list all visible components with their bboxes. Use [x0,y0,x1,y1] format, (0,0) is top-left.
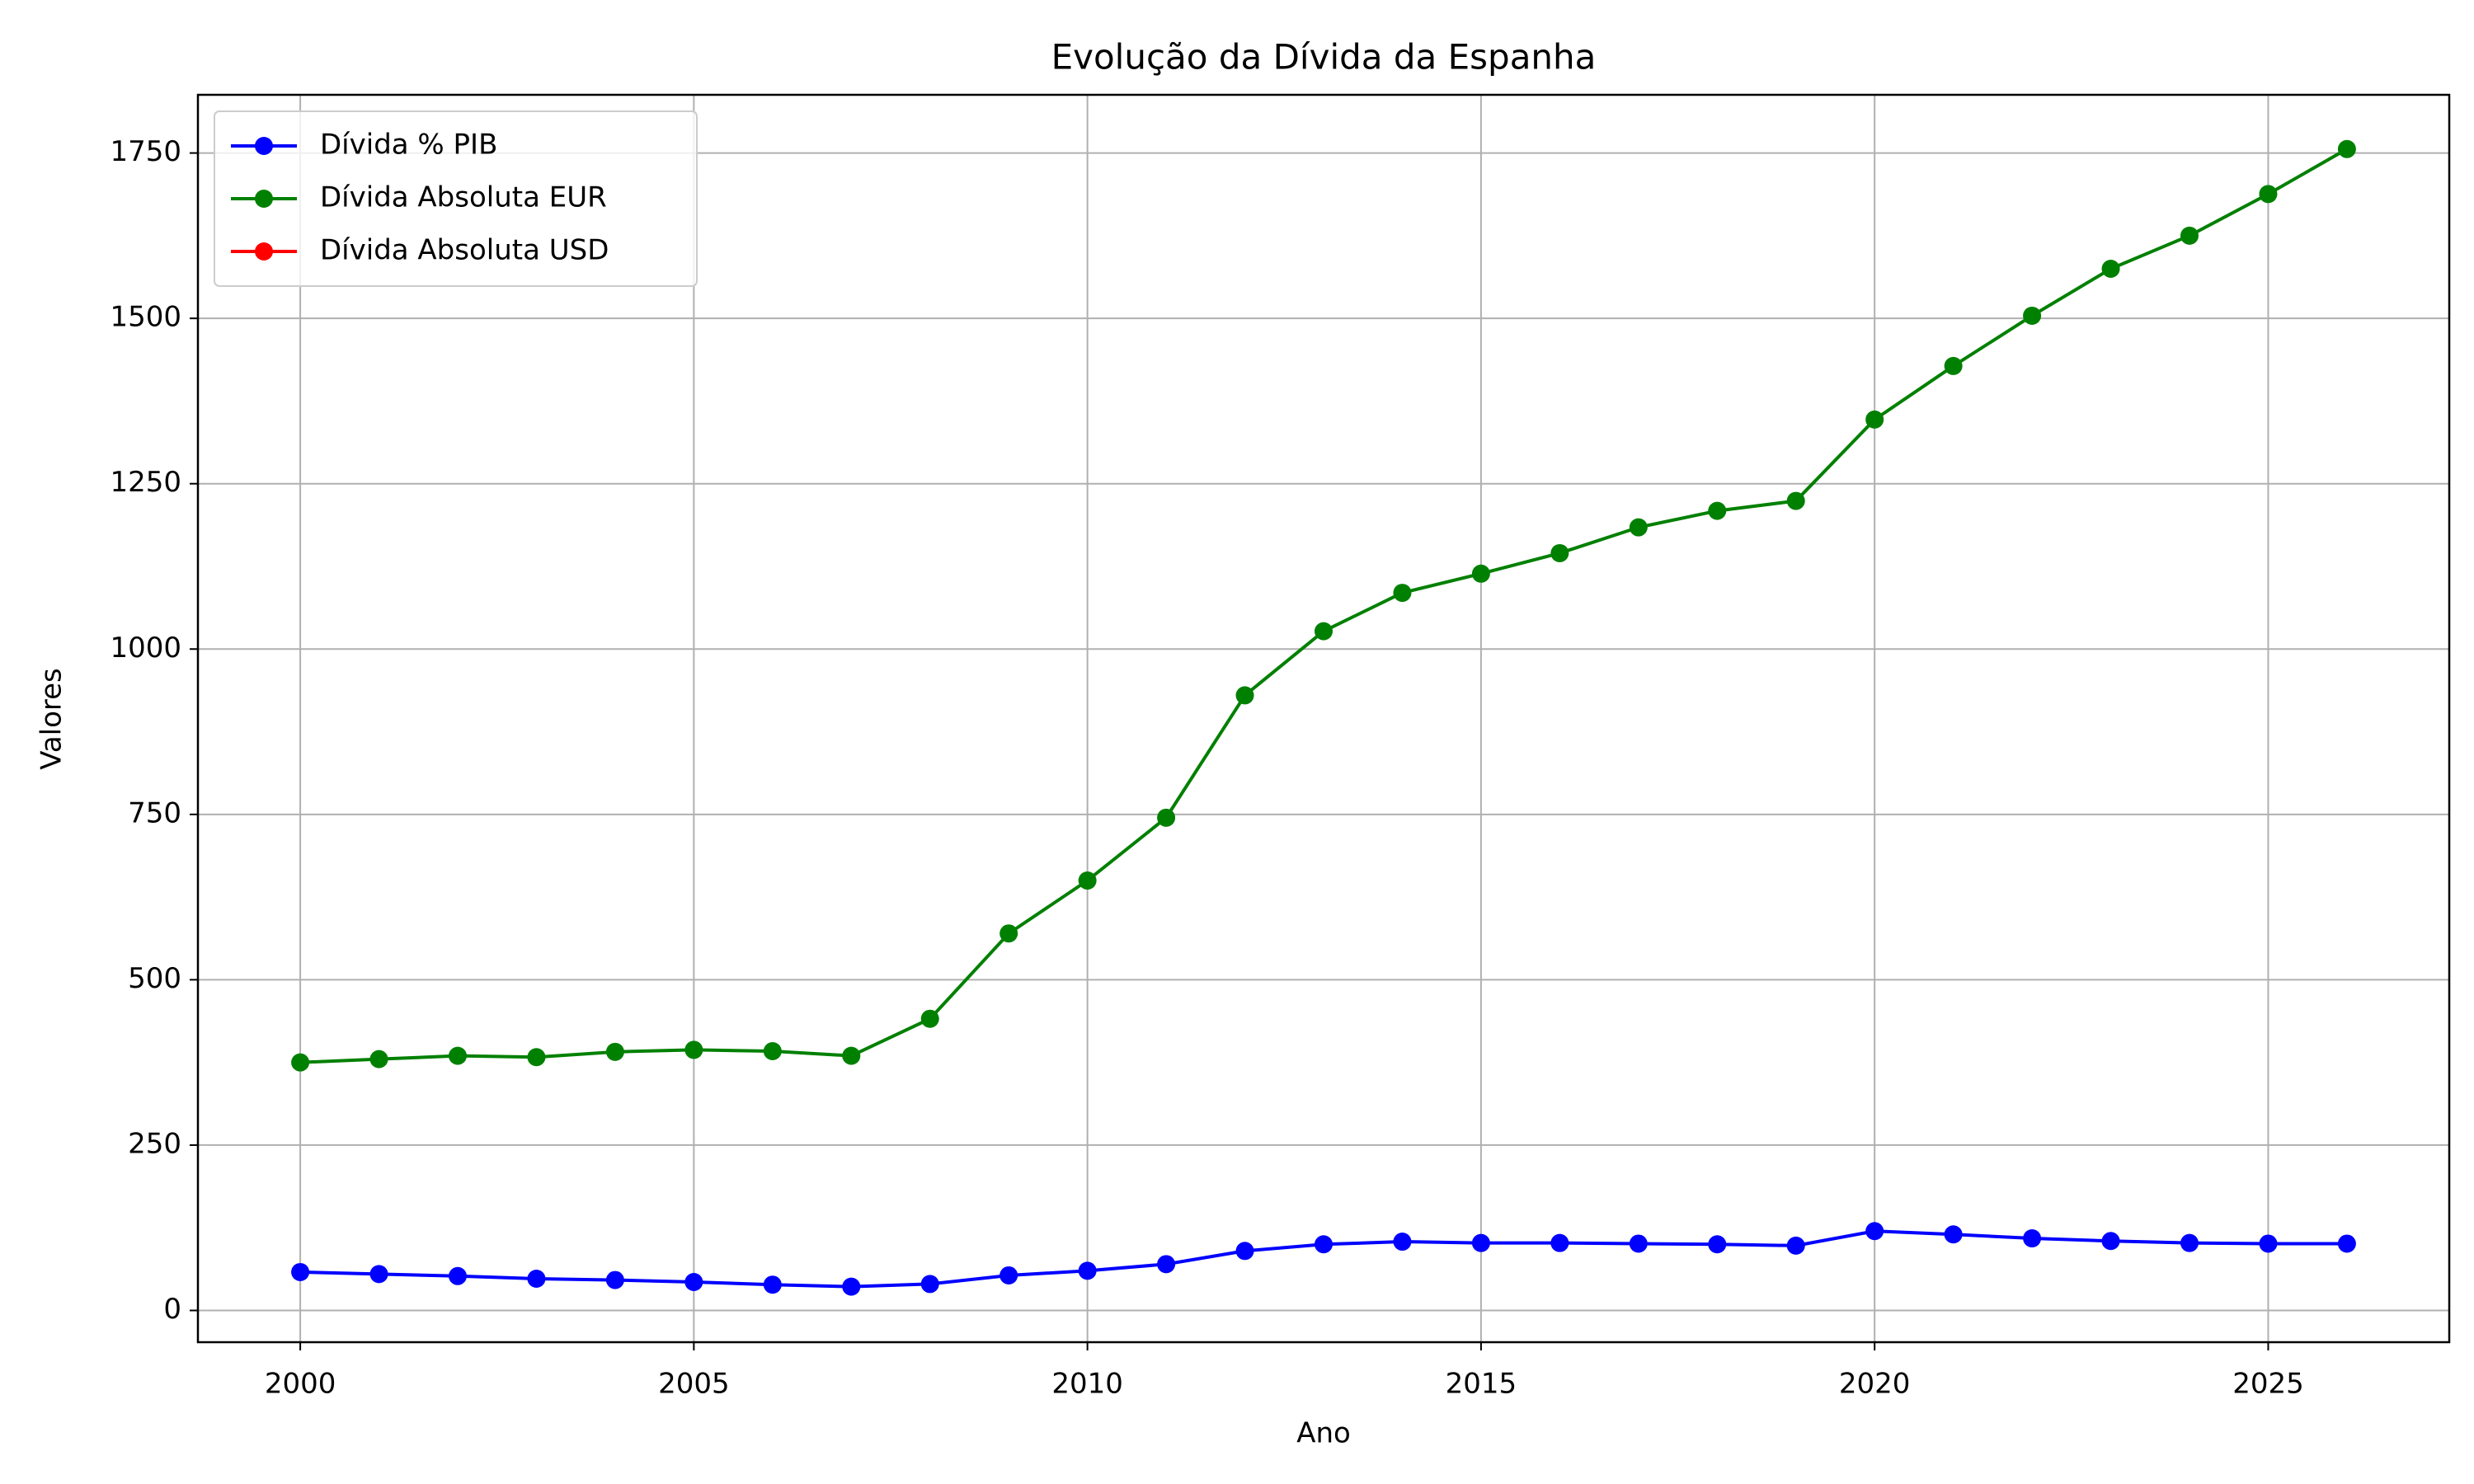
data-point [763,1275,782,1294]
data-point [1550,1233,1569,1252]
x-tick-label: 2020 [1839,1368,1911,1401]
x-tick-label: 2000 [265,1368,336,1401]
data-point [2180,1233,2199,1252]
x-tick-label: 2015 [1446,1368,1517,1401]
data-point [605,1270,624,1289]
data-point [1629,1234,1648,1253]
data-point [2101,1232,2120,1251]
y-tick-label: 750 [128,796,181,829]
data-point [369,1265,388,1284]
x-tick-label: 2025 [2232,1368,2304,1401]
y-tick-label: 1750 [110,135,181,168]
x-tick-label: 2010 [1051,1368,1123,1401]
y-tick-label: 1000 [110,632,181,665]
data-point [2337,1234,2356,1253]
data-point [1471,1233,1490,1252]
y-tick-label: 1250 [110,466,181,499]
data-point [527,1048,546,1067]
data-point [1629,518,1648,537]
data-point [605,1042,624,1061]
data-point [1235,1242,1254,1261]
y-tick-label: 250 [128,1127,181,1160]
data-point [1157,808,1176,827]
data-point [1865,1222,1884,1241]
data-point [1393,584,1412,603]
data-point [2259,185,2278,204]
data-point [1944,356,1963,375]
chart-title: Evolução da Dívida da Espanha [1051,37,1597,77]
data-point [527,1269,546,1288]
data-point [684,1272,703,1291]
data-point [449,1046,467,1065]
data-point [2180,226,2199,245]
legend-marker [255,137,273,155]
data-point [1315,1235,1333,1254]
data-point [1078,871,1097,890]
data-point [1550,543,1569,562]
y-tick-label: 1500 [110,301,181,334]
x-axis-label: Ano [1296,1417,1351,1450]
legend-label: Dívida % PIB [320,129,497,162]
data-point [291,1262,310,1281]
data-point [1786,491,1805,510]
data-point [449,1266,467,1285]
data-point [999,1266,1018,1284]
data-point [369,1050,388,1068]
data-point [920,1009,939,1028]
data-point [999,924,1018,943]
data-point [1315,622,1333,641]
data-point [2023,1229,2042,1248]
data-point [2023,306,2042,325]
data-point [1157,1255,1176,1274]
data-point [1078,1261,1097,1280]
data-point [842,1277,861,1296]
plot-frame [196,93,2451,1344]
data-point [1786,1236,1805,1255]
data-point [1235,686,1254,705]
y-axis-label: Valores [35,668,68,770]
data-point [1393,1233,1412,1252]
legend-marker [255,242,273,261]
data-point [2337,139,2356,158]
data-point [763,1042,782,1061]
legend-label: Dívida Absoluta USD [320,234,609,267]
data-point [1471,564,1490,583]
legend-label: Dívida Absoluta EUR [320,181,607,214]
data-point [842,1046,861,1065]
data-point [684,1040,703,1059]
legend-marker [255,190,273,208]
y-tick-label: 500 [128,962,181,995]
data-point [291,1053,310,1072]
legend-box [214,110,698,287]
data-point [1708,1235,1727,1254]
data-point [920,1275,939,1294]
data-point [2101,259,2120,278]
data-point [2259,1234,2278,1253]
data-point [1865,410,1884,429]
x-tick-label: 2005 [658,1368,730,1401]
y-tick-label: 0 [163,1293,181,1326]
data-point [1944,1225,1963,1244]
data-point [1708,501,1727,520]
